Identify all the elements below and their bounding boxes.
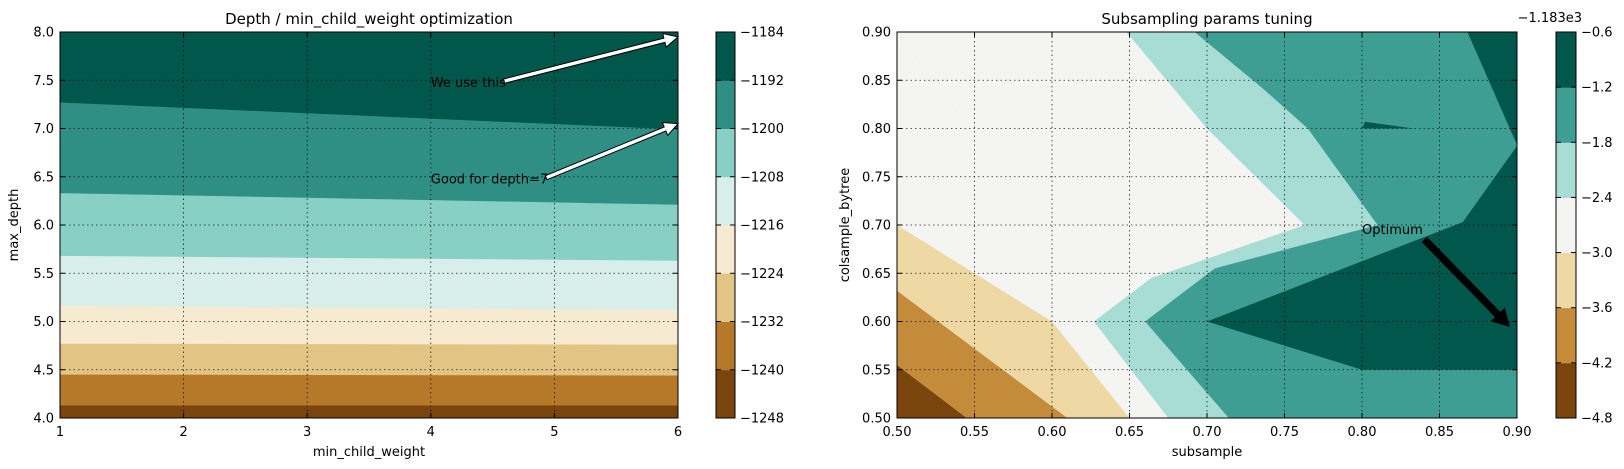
colorbar-segment — [1556, 252, 1576, 309]
x-tick-label: 4 — [427, 425, 435, 440]
colorbar-tick-label: −1.8 — [1581, 136, 1613, 151]
annotation-arrow — [1421, 236, 1510, 328]
colorbar-tick-label: −2.4 — [1581, 191, 1613, 206]
colorbar-tick-label: −1192 — [740, 74, 784, 89]
y-tick-label: 0.80 — [862, 122, 891, 137]
y-tick-label: 4.5 — [33, 363, 54, 378]
annotation-text: We use this — [431, 76, 506, 91]
colorbar-tick-label: −3.6 — [1581, 301, 1613, 316]
y-tick-label: 4.0 — [33, 412, 54, 427]
colorbar-segment — [716, 80, 735, 129]
y-tick-label: 6.5 — [33, 170, 54, 185]
grid-lines — [60, 32, 678, 418]
colorbar-segment — [716, 321, 735, 371]
annotation-arrow — [544, 121, 680, 181]
colorbar-tick-label: −1240 — [740, 363, 784, 378]
colorbar-tick-label: −1248 — [740, 412, 784, 427]
y-tick-label: 5.5 — [33, 267, 54, 282]
colorbar-tick-label: −1224 — [740, 267, 784, 282]
colorbar-segment — [716, 128, 735, 178]
colorbar-segment — [1556, 87, 1576, 143]
colorbar-tick-label: −1232 — [740, 315, 784, 330]
colorbar-segment — [1556, 307, 1576, 364]
y-tick-label: 0.75 — [862, 170, 891, 185]
contour-region — [897, 225, 1130, 418]
chart-2: 0.50 0.55 0.60 0.65 0.70 0.75 0.80 0.85 0.90 0.50… — [838, 10, 1613, 460]
x-tick-label: 0.90 — [1503, 425, 1532, 440]
y-tick-label: 7.5 — [33, 74, 54, 89]
x-tick-label: 0.75 — [1270, 425, 1299, 440]
x-tick-label: 6 — [674, 425, 682, 440]
y-tick-label: 0.85 — [862, 74, 891, 89]
grid-lines — [897, 32, 1517, 418]
y-axis-label: colsample_bytree — [838, 168, 853, 283]
x-tick-label: 0.65 — [1115, 425, 1144, 440]
y-axis-label: max_depth — [7, 189, 22, 262]
y-tick-label: 0.65 — [862, 267, 891, 282]
x-tick-label: 1 — [56, 425, 64, 440]
colorbar-tick-label: −1216 — [740, 219, 784, 234]
colorbar-tick-label: −0.6 — [1581, 26, 1613, 41]
annotation-arrow — [502, 32, 680, 84]
y-tick-label: 0.90 — [862, 26, 891, 41]
colorbar-tick-label: −4.8 — [1581, 412, 1613, 427]
x-tick-label: 2 — [179, 425, 187, 440]
y-tick-label: 5.0 — [33, 315, 54, 330]
y-tick-label: 0.50 — [862, 412, 891, 427]
colorbar-frame — [1555, 31, 1577, 419]
colorbar-segment — [716, 369, 735, 419]
x-tick-label: 0.80 — [1348, 425, 1377, 440]
colorbar-segment — [716, 273, 735, 322]
colorbar-tick-label: −1200 — [740, 122, 784, 137]
colorbar-segment — [1556, 32, 1576, 88]
colorbar-offset-label: −1.183e3 — [1518, 11, 1582, 26]
x-tick-label: 0.60 — [1038, 425, 1067, 440]
x-tick-label: 0.85 — [1425, 425, 1454, 440]
contour-region — [1238, 32, 1517, 145]
y-tick-label: 8.0 — [33, 26, 54, 41]
colorbar-segment — [1556, 362, 1576, 419]
plot-area — [60, 32, 678, 418]
colorbar-tick-label: −1.2 — [1581, 81, 1613, 96]
colorbar-tick-label: −4.2 — [1581, 356, 1613, 371]
colorbar-segment — [1556, 142, 1576, 198]
annotation-text: Good for depth=7 — [431, 173, 548, 188]
contour-region — [1362, 121, 1414, 129]
y-tick-label: 0.55 — [862, 363, 891, 378]
x-tick-label: 3 — [303, 425, 311, 440]
y-tick-label: 7.0 — [33, 122, 54, 137]
chart-title: Depth / min_child_weight optimization — [225, 10, 513, 29]
colorbar-tick-label: −1208 — [740, 170, 784, 185]
x-tick-label: 5 — [550, 425, 558, 440]
contour-region — [1207, 145, 1517, 370]
x-tick-label: 0.55 — [960, 425, 989, 440]
chart-title: Subsampling params tuning — [1101, 10, 1312, 28]
contour-band — [60, 405, 678, 418]
colorbar-tick-label: −1184 — [740, 26, 784, 41]
colorbar: −1248 −1240 −1232 −1224 −1216 −1208 −1200 −1192… — [715, 26, 784, 427]
colorbar-segment — [1556, 197, 1576, 254]
colorbar-segment — [716, 176, 735, 226]
y-tick-label: 6.0 — [33, 219, 54, 234]
y-tick-label: 0.60 — [862, 315, 891, 330]
x-axis-label: subsample — [1172, 445, 1243, 460]
annotation-text: Optimum — [1362, 223, 1423, 238]
colorbar: −4.8 −4.2 −3.6 −3.0 −2.4 −1.8 −1.2 −0.6−1.183e3 — [1518, 11, 1613, 427]
chart-1: 1 2 3 4 5 6 4.0 4.5 5.0 5.5 6.0 6.5 7.0 7.5 8.0 Depth /… — [7, 10, 784, 460]
colorbar-segment — [716, 32, 735, 81]
x-tick-label: 0.70 — [1193, 425, 1222, 440]
colorbar-tick-label: −3.0 — [1581, 246, 1613, 261]
x-axis-label: min_child_weight — [313, 445, 425, 460]
y-tick-label: 0.70 — [862, 219, 891, 234]
colorbar-segment — [716, 225, 735, 274]
x-tick-label: 0.50 — [883, 425, 912, 440]
